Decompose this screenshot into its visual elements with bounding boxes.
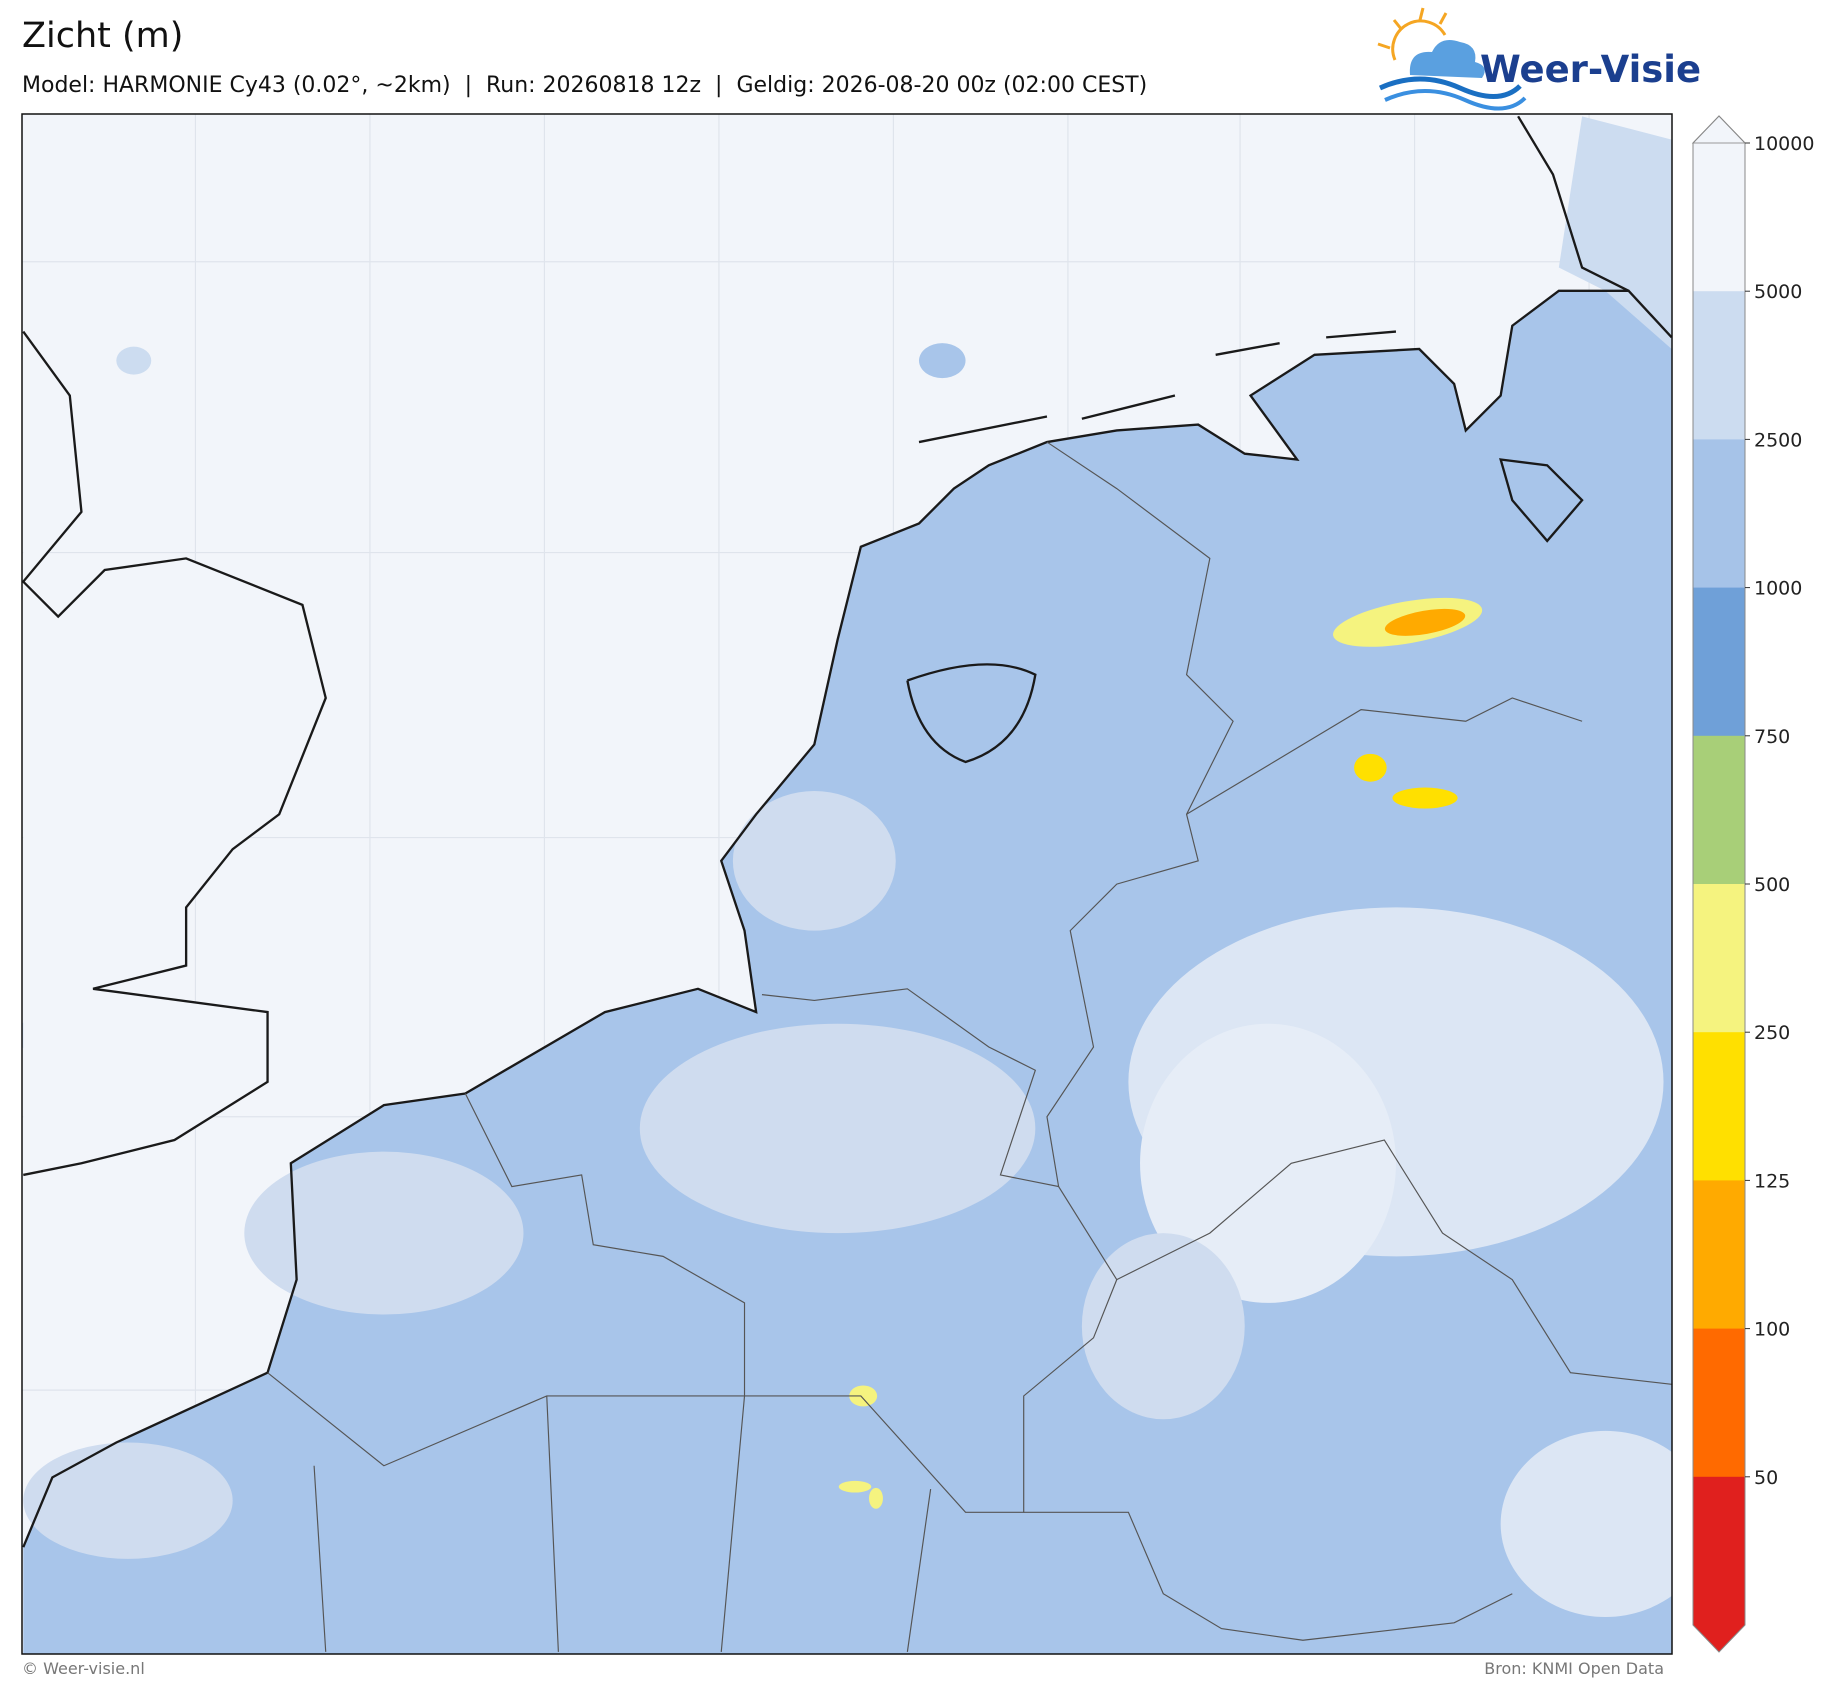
logo-text: Weer-Visie bbox=[1480, 48, 1701, 91]
colorbar-segment bbox=[1693, 587, 1745, 737]
colorbar-tick-label: 500 bbox=[1754, 874, 1790, 896]
colorbar-tick-label: 125 bbox=[1754, 1170, 1790, 1192]
coastline bbox=[22, 115, 1672, 1548]
subtitle: Model: HARMONIE Cy43 (0.02°, ~2km) | Run… bbox=[22, 73, 1147, 98]
colorbar-tick-label: 2500 bbox=[1754, 429, 1802, 451]
colorbar-segment bbox=[1693, 143, 1745, 292]
colorbar-segment bbox=[1693, 1328, 1745, 1478]
title: Zicht (m) bbox=[22, 16, 183, 56]
footer-right: Bron: KNMI Open Data bbox=[1484, 1659, 1664, 1678]
colorbar-segment bbox=[1693, 291, 1745, 440]
colorbar-segment bbox=[1693, 1032, 1745, 1181]
colorbar-tick-label: 1000 bbox=[1754, 578, 1802, 600]
colorbar-outline bbox=[1692, 115, 1746, 1653]
map bbox=[22, 114, 1672, 1654]
logo: Weer-Visie bbox=[1377, 7, 1701, 111]
colorbar-arrow-top bbox=[1691, 115, 1747, 144]
borders bbox=[267, 441, 1672, 1652]
colorbar-segment bbox=[1693, 735, 1745, 885]
colorbar-segment bbox=[1693, 1476, 1745, 1626]
colorbar-tick-label: 100 bbox=[1754, 1319, 1790, 1341]
colorbar: 10000 5000 2500 1000 750 500 250 125 100 50 bbox=[1691, 115, 1814, 1653]
colorbar-segment bbox=[1693, 884, 1745, 1033]
colorbar-tick-label: 250 bbox=[1754, 1022, 1790, 1044]
colorbar-arrow-bottom bbox=[1693, 1625, 1745, 1652]
colorbar-segment bbox=[1693, 1180, 1745, 1330]
colorbar-segment bbox=[1693, 439, 1745, 589]
colorbar-tick-label: 10000 bbox=[1754, 133, 1814, 155]
colorbar-tick-label: 750 bbox=[1754, 726, 1790, 748]
map-frame bbox=[21, 113, 1673, 1655]
colorbar-tick-label: 5000 bbox=[1754, 281, 1802, 303]
colorbar-tick-label: 50 bbox=[1754, 1467, 1778, 1489]
visibility-field bbox=[22, 116, 1672, 1654]
footer-left: © Weer-visie.nl bbox=[22, 1659, 145, 1678]
